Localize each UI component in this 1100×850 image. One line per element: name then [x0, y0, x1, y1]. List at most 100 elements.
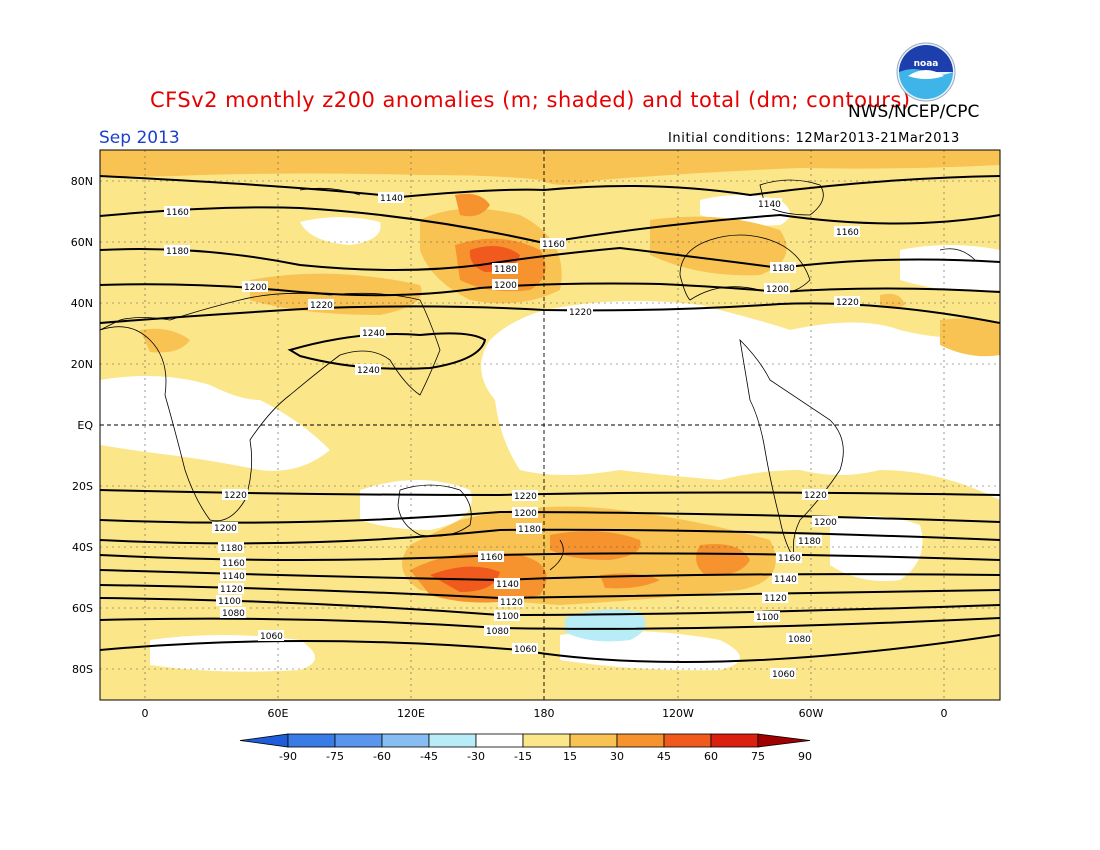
contour-label-1200c: 1200	[766, 285, 789, 295]
contour-label-1220: 1220	[310, 301, 333, 311]
lat-label: 40N	[71, 297, 93, 310]
contour-label-1100s: 1100	[218, 597, 241, 607]
lon-label: 120W	[662, 707, 694, 720]
colorbar-right-arrow	[757, 733, 811, 748]
lat-label: 40S	[72, 541, 93, 554]
contour-label-1080s3: 1080	[788, 635, 811, 645]
initial-conditions: Initial conditions: 12Mar2013-21Mar2013	[668, 131, 960, 146]
colorbar-tick-label: 90	[798, 750, 812, 763]
agency-label: NWS/NCEP/CPC	[848, 102, 980, 122]
contour-label-1160s2: 1160	[480, 553, 503, 563]
contour-label-1160s3: 1160	[778, 554, 801, 564]
noaa-logo-icon: noaa	[896, 42, 956, 102]
contour-label-1140: 1140	[380, 194, 403, 204]
contour-label-1200: 1200	[244, 283, 267, 293]
colorbar-segment	[381, 733, 430, 748]
lat-label: 60N	[71, 236, 93, 249]
lat-label: 60S	[72, 602, 93, 615]
contour-label-1200s: 1200	[214, 524, 237, 534]
contour-1140	[100, 175, 1000, 199]
contour-labels: 1160 1140 1180 1200 1220 1240 1240 1180 …	[164, 192, 860, 680]
longitude-labels: 0 60E 120E 180 120W 60W 0	[142, 707, 948, 720]
colorbar-tick-label: -60	[373, 750, 391, 763]
graticule	[100, 150, 1000, 700]
contour-label-1180s: 1180	[220, 544, 243, 554]
latitude-labels: 80N 60N 40N 20N EQ 20S 40S 60S 80S	[71, 175, 94, 676]
contour-label-1140s2: 1140	[496, 580, 519, 590]
colorbar-tick-label: 30	[610, 750, 624, 763]
colorbar-segment	[475, 733, 524, 748]
contour-label-1220s2: 1220	[514, 492, 537, 502]
lon-label: 180	[534, 707, 555, 720]
plot-frame	[99, 149, 1001, 701]
contour-label-1180s2: 1180	[518, 525, 541, 535]
colorbar-tick-label: -75	[326, 750, 344, 763]
colorbar-segment	[334, 733, 383, 748]
contour-label-1200s3: 1200	[814, 518, 837, 528]
colorbar-segment	[663, 733, 712, 748]
map-title: CFSv2 monthly z200 anomalies (m; shaded)…	[150, 88, 911, 112]
lon-label: 0	[941, 707, 948, 720]
colorbar-tick-label: -30	[467, 750, 485, 763]
contour-label-1100s2: 1100	[496, 612, 519, 622]
contour-label-1220s3: 1220	[804, 491, 827, 501]
contour-label-1120s: 1120	[220, 585, 243, 595]
contour-label-1240b: 1240	[357, 366, 380, 376]
colorbar-tick-label: -45	[420, 750, 438, 763]
colorbar-tick-label: 60	[704, 750, 718, 763]
contour-label-1060s3: 1060	[772, 670, 795, 680]
contour-label-1180c: 1180	[772, 264, 795, 274]
contour-label-1160s: 1160	[222, 559, 245, 569]
colorbar-tick-label: 75	[751, 750, 765, 763]
lat-label: 80S	[72, 663, 93, 676]
contour-label-1160b: 1160	[542, 240, 565, 250]
contour-label-1140s3: 1140	[774, 575, 797, 585]
lat-label: 80N	[71, 175, 93, 188]
contour-label-1220c: 1220	[836, 298, 859, 308]
contour-label-1200s2: 1200	[514, 509, 537, 519]
contour-label-1220s: 1220	[224, 491, 247, 501]
colorbar-segment	[710, 733, 759, 748]
coastlines	[100, 179, 976, 571]
contour-label-1120s3: 1120	[764, 594, 787, 604]
lon-label: 120E	[397, 707, 425, 720]
colorbar-segment	[569, 733, 618, 748]
forecast-month: Sep 2013	[99, 128, 180, 148]
contour-label-1180s3: 1180	[798, 537, 821, 547]
colorbar-segment	[287, 733, 336, 748]
colorbar-segment	[616, 733, 665, 748]
colorbar-tick-label: -15	[514, 750, 532, 763]
plot-area: 1160 1140 1180 1200 1220 1240 1240 1180 …	[100, 150, 1000, 700]
contour-label-1180b: 1180	[494, 265, 517, 275]
lon-label: 60W	[799, 707, 824, 720]
contour-label-1160: 1160	[166, 208, 189, 218]
negative-anomaly-region	[565, 609, 646, 642]
contour-label-1140b: 1140	[758, 200, 781, 210]
contour-label-1180: 1180	[166, 247, 189, 257]
contour-label-1060s2: 1060	[514, 645, 537, 655]
contour-label-1160c: 1160	[836, 228, 859, 238]
lat-label: 20S	[72, 480, 93, 493]
contour-label-1220b: 1220	[569, 308, 592, 318]
colorbar: -90 -75 -60 -45 -30 -15 15 30 45 60 75 90	[239, 733, 812, 763]
colorbar-tick-label: -90	[279, 750, 297, 763]
colorbar-tick-label: 15	[563, 750, 577, 763]
colorbar-segment	[428, 733, 477, 748]
contour-label-1100s3: 1100	[756, 613, 779, 623]
contour-label-1140s: 1140	[222, 572, 245, 582]
contour-label-1240: 1240	[362, 329, 385, 339]
noaa-logo-text: noaa	[914, 59, 939, 69]
contour-label-1200b: 1200	[494, 281, 517, 291]
contour-label-1080s: 1080	[222, 609, 245, 619]
lat-label: EQ	[77, 419, 93, 432]
colorbar-left-arrow	[239, 733, 289, 748]
contour-label-1080s2: 1080	[486, 627, 509, 637]
lon-label: 0	[142, 707, 149, 720]
contour-label-1060s: 1060	[260, 632, 283, 642]
lat-label: 20N	[71, 358, 93, 371]
contour-1180	[100, 246, 1000, 271]
colorbar-segment	[522, 733, 571, 748]
colorbar-tick-label: 45	[657, 750, 671, 763]
lon-label: 60E	[268, 707, 289, 720]
